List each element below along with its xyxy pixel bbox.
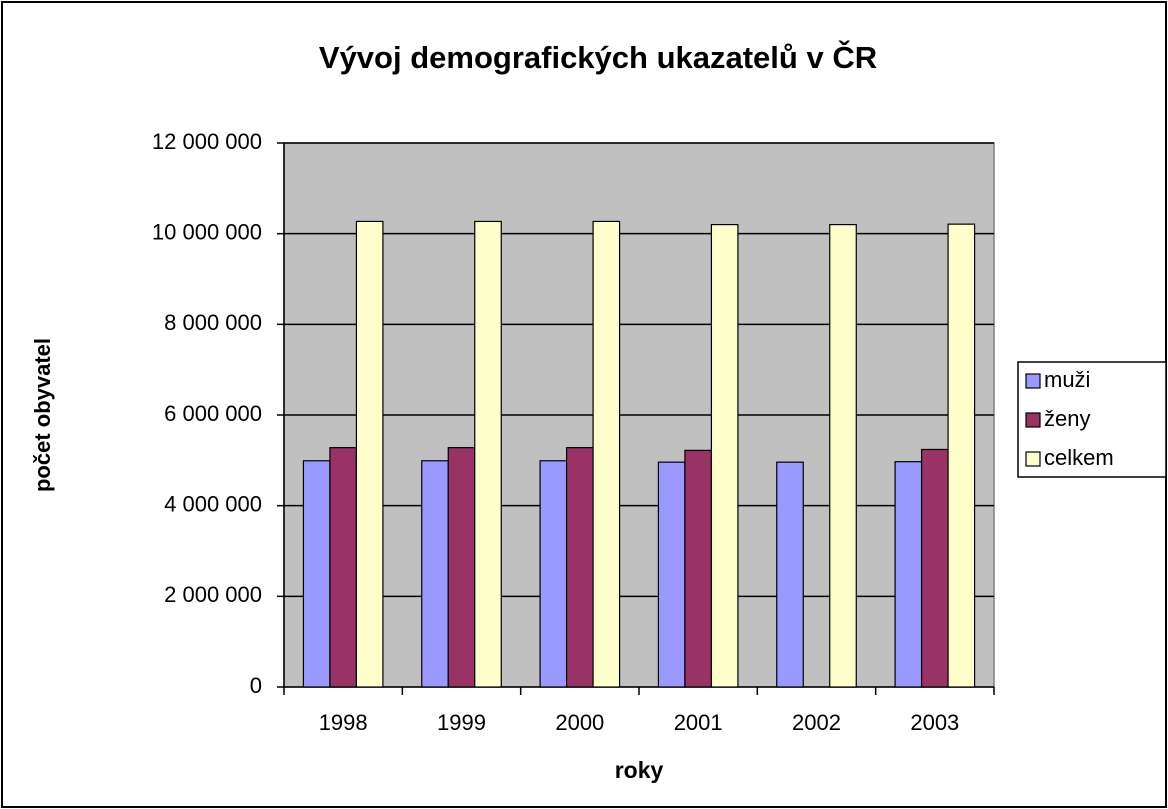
y-tick-label: 0 bbox=[250, 673, 262, 698]
legend-label: ženy bbox=[1044, 406, 1090, 431]
x-tick-label: 2003 bbox=[910, 710, 959, 735]
bar bbox=[302, 460, 331, 688]
bar bbox=[920, 448, 949, 688]
x-tick-label: 1999 bbox=[437, 710, 486, 735]
y-tick-label: 4 000 000 bbox=[164, 491, 262, 516]
x-tick-label: 2002 bbox=[792, 710, 841, 735]
x-tick-label: 1998 bbox=[319, 710, 368, 735]
bar bbox=[565, 447, 594, 688]
legend-box bbox=[1017, 361, 1167, 478]
x-tick-label: 2001 bbox=[674, 710, 723, 735]
bar bbox=[474, 220, 502, 688]
chart-title: Vývoj demografických ukazatelů v ČR bbox=[319, 39, 877, 75]
y-tick-label: 8 000 000 bbox=[164, 310, 262, 335]
x-tick-label: 2000 bbox=[555, 710, 604, 735]
y-axis-label: počet obyvatel bbox=[30, 338, 55, 492]
bar bbox=[657, 461, 686, 688]
bar bbox=[355, 220, 384, 688]
legend-label: celkem bbox=[1044, 445, 1114, 470]
legend-swatch bbox=[1025, 412, 1041, 428]
bar bbox=[710, 224, 739, 688]
bar bbox=[947, 223, 976, 688]
legend-label: muži bbox=[1044, 367, 1090, 392]
bar bbox=[894, 461, 923, 688]
bar bbox=[447, 447, 476, 688]
bar bbox=[684, 449, 713, 688]
x-axis-label: roky bbox=[615, 757, 664, 783]
bar bbox=[421, 460, 449, 688]
y-tick-label: 12 000 000 bbox=[152, 129, 262, 154]
bar bbox=[776, 461, 804, 688]
y-tick-label: 2 000 000 bbox=[164, 582, 262, 607]
bar bbox=[329, 447, 358, 688]
bar bbox=[539, 460, 568, 688]
y-tick-label: 6 000 000 bbox=[164, 401, 262, 426]
legend-swatch bbox=[1025, 373, 1041, 389]
bar bbox=[829, 224, 857, 688]
y-tick-label: 10 000 000 bbox=[152, 219, 262, 244]
bar bbox=[592, 220, 621, 688]
legend-swatch bbox=[1025, 451, 1041, 467]
